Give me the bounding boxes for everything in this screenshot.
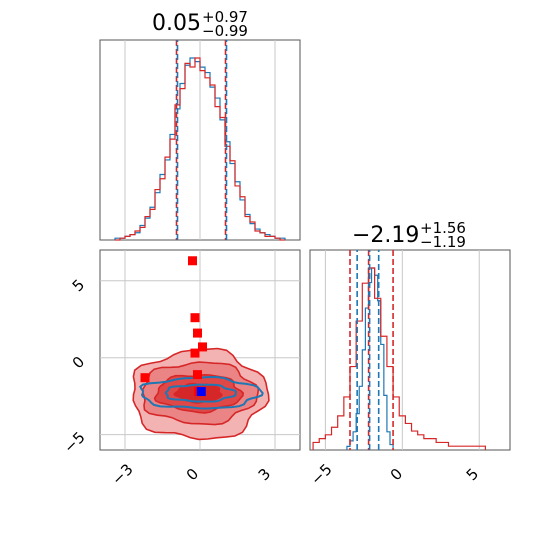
title-main: −2.19 <box>352 223 419 248</box>
blue-contour <box>164 383 238 403</box>
tick-label: 5 <box>463 465 482 484</box>
red-marker <box>193 328 202 338</box>
red-marker <box>190 348 200 358</box>
red-marker <box>188 256 197 266</box>
bottom-right-title: −2.19 +1.56 −1.19 <box>352 219 466 251</box>
red-marker <box>198 342 207 352</box>
tick-label: −3 <box>108 460 136 488</box>
tick-label: 0 <box>387 465 406 484</box>
tick-label: −5 <box>60 428 88 456</box>
tick-label: 0 <box>183 465 202 484</box>
histogram-series <box>115 57 285 241</box>
histogram-series <box>312 267 486 450</box>
tick-label: 3 <box>255 465 274 484</box>
title-sup: +1.56 <box>420 219 466 237</box>
title-main: 0.05 <box>152 11 201 36</box>
top-left-title: 0.05 +0.97 −0.99 <box>152 8 248 40</box>
red-marker <box>140 373 150 383</box>
blue-contour <box>139 375 264 410</box>
blue-marker <box>196 387 206 397</box>
title-sub: −1.19 <box>420 233 466 251</box>
title-sup: +0.97 <box>202 8 248 26</box>
bottom-right-histogram <box>312 250 486 450</box>
bottom-right-panel <box>309 249 511 451</box>
top-left-histogram <box>114 40 286 241</box>
joint-contour <box>100 250 300 450</box>
red-marker <box>190 313 200 323</box>
tick-label: −5 <box>307 460 335 488</box>
red-marker <box>193 370 202 380</box>
tick-label: 5 <box>69 276 88 295</box>
tick-label: 0 <box>69 353 88 372</box>
title-sub: −0.99 <box>202 22 248 40</box>
